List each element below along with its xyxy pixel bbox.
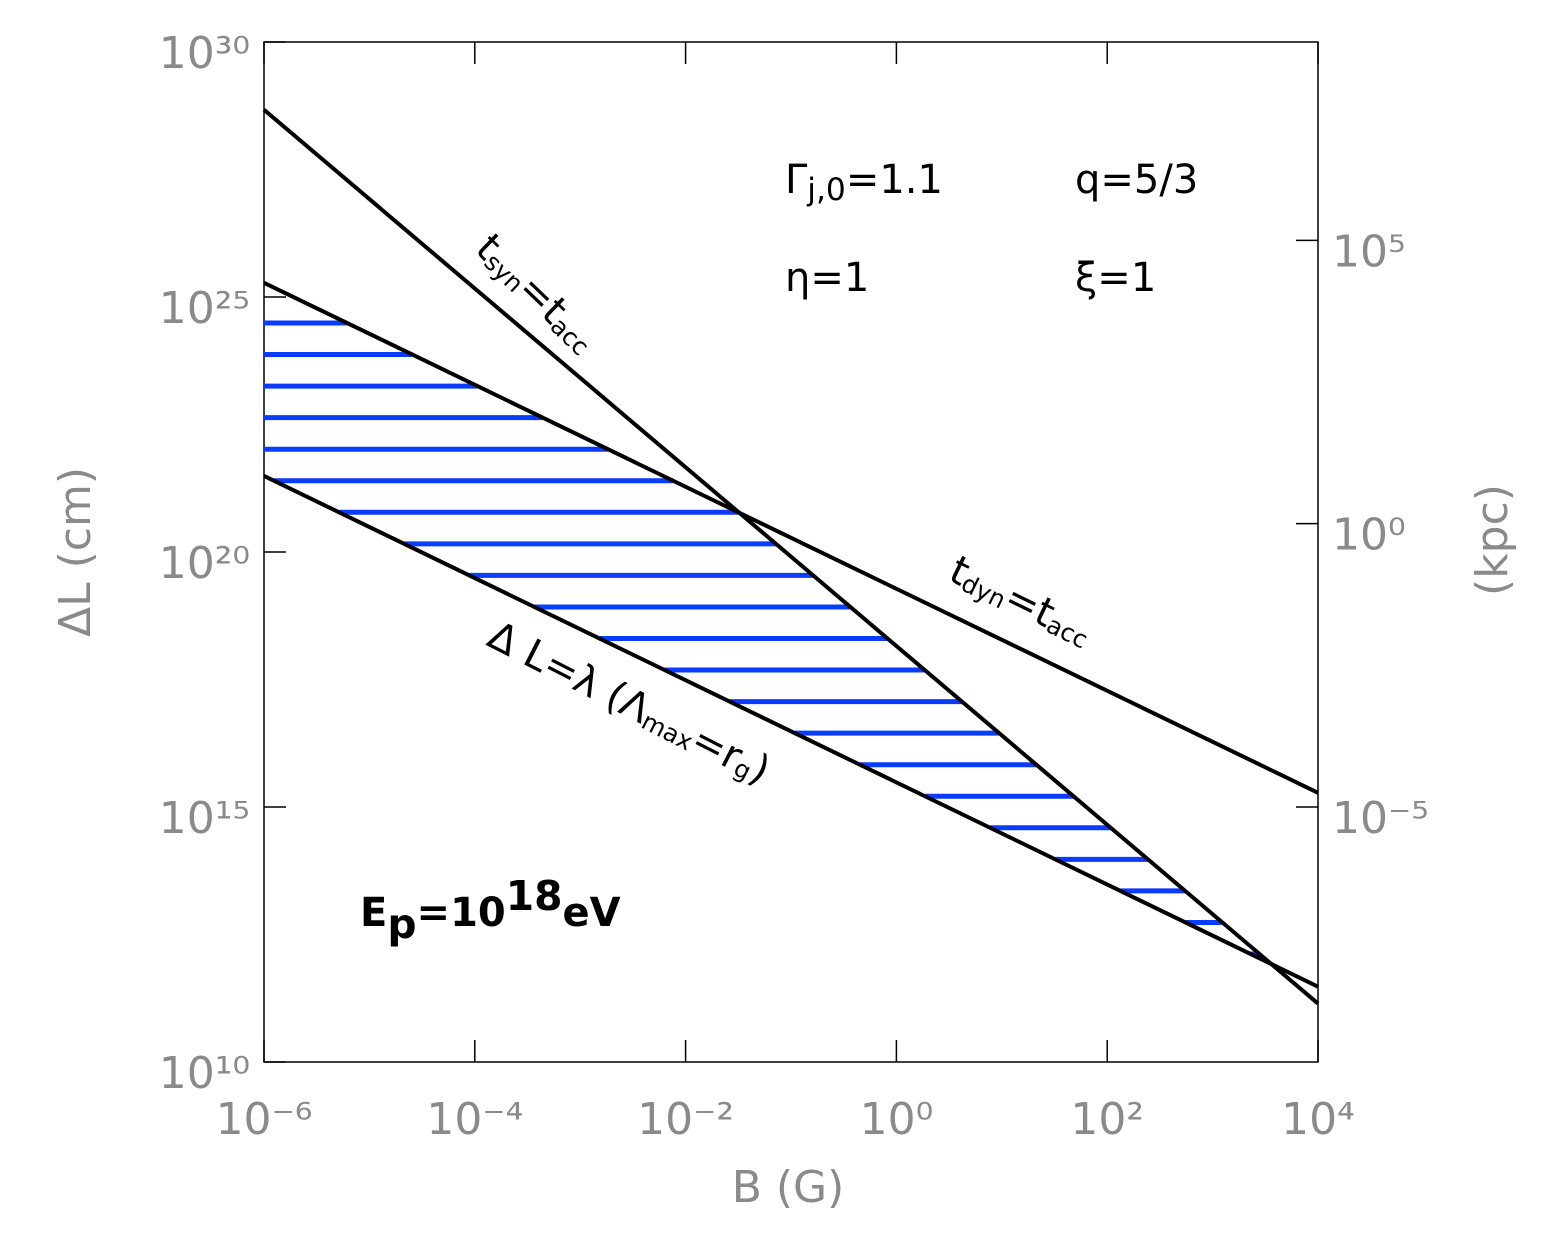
- annotation-part: ξ=1: [1075, 255, 1156, 301]
- y2-tick-label: 10⁰: [1332, 510, 1406, 561]
- annotation: Γj,0=1.1: [785, 157, 943, 208]
- x-tick-label: 10²: [1070, 1094, 1144, 1145]
- y-tick-label: 10³⁰: [159, 28, 250, 79]
- y-tick-label: 10²⁰: [159, 538, 250, 589]
- series-line: [262, 108, 1320, 1006]
- x-tick-label: 10⁻⁶: [216, 1094, 313, 1145]
- annotation-part: p: [387, 900, 416, 948]
- annotation: q=5/3: [1075, 157, 1198, 203]
- annotation: tdyn=tacc: [942, 547, 1099, 655]
- annotation: ξ=1: [1075, 255, 1156, 301]
- annotation-part: q=5/3: [1075, 157, 1198, 203]
- series-line: [263, 474, 1319, 989]
- annotation-part: eV: [563, 890, 621, 936]
- y2-tick-label: 10⁵: [1332, 226, 1406, 277]
- hatch-region: [264, 320, 1260, 957]
- annotation-part: E: [360, 890, 387, 936]
- annotation-part: Δ L=λ (Λ: [481, 612, 659, 733]
- series-line: [263, 280, 1319, 795]
- annotation: Ep=1018eV: [360, 872, 621, 949]
- x-tick-label: 10⁻⁴: [426, 1094, 523, 1145]
- annotation-part: =1.1: [846, 157, 943, 203]
- x-axis-title: B (G): [732, 1162, 845, 1213]
- y2-axis-title: (kpc): [1467, 484, 1518, 596]
- x-tick-label: 10⁻²: [637, 1094, 734, 1145]
- x-tick-label: 10⁴: [1281, 1094, 1355, 1145]
- annotation-part: 18: [506, 872, 563, 920]
- annotation-part: j,0: [806, 172, 846, 208]
- y-tick-label: 10¹⁵: [159, 793, 250, 844]
- annotation-part: Γ: [785, 157, 808, 203]
- y-tick-label: 10²⁵: [159, 283, 250, 334]
- x-tick-label: 10⁰: [860, 1094, 934, 1145]
- y2-tick-label: 10⁻⁵: [1332, 793, 1429, 844]
- annotation-part: =10: [417, 890, 506, 936]
- y-axis-title: ΔL (cm): [50, 467, 101, 637]
- annotation-part: η=1: [785, 255, 869, 301]
- y-tick-label: 10¹⁰: [159, 1048, 250, 1099]
- annotation: η=1: [785, 255, 869, 301]
